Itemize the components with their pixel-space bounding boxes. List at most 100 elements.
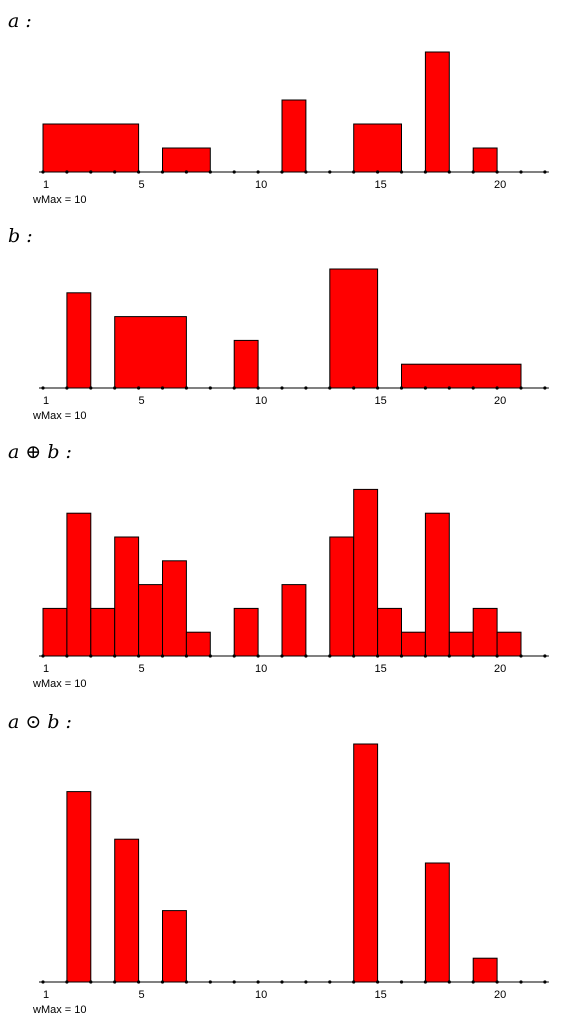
- x-axis-dot: [160, 980, 165, 984]
- x-axis-dot: [376, 170, 380, 174]
- x-tick-label: 15: [374, 989, 386, 1001]
- wmax-label: wMax = 10: [32, 194, 87, 206]
- x-axis-dot: [137, 654, 141, 658]
- bar-3: [162, 910, 187, 983]
- bar-1: [66, 292, 92, 389]
- x-axis-dot: [137, 980, 141, 984]
- x-axis-dot: [304, 386, 308, 390]
- x-axis-dot: [113, 980, 117, 984]
- bar-17: [496, 631, 522, 657]
- x-axis-dot: [447, 654, 451, 658]
- x-axis-dot: [376, 386, 380, 390]
- x-tick-label: 15: [374, 395, 386, 407]
- bar-16: [472, 607, 498, 657]
- bar-13: [401, 631, 426, 657]
- x-axis-dot: [328, 654, 332, 658]
- x-axis-dot: [471, 980, 475, 984]
- x-axis-dot: [113, 386, 117, 390]
- x-axis-dot: [232, 980, 236, 984]
- x-axis-dot: [399, 170, 404, 174]
- x-tick-label: 10: [255, 179, 267, 191]
- x-axis-dot: [376, 654, 380, 658]
- x-tick-label: 10: [255, 989, 267, 1001]
- x-tick-label: 15: [374, 663, 386, 675]
- x-axis-dot: [41, 980, 45, 984]
- x-tick-label: 1: [43, 989, 49, 1001]
- x-axis-dot: [208, 980, 212, 984]
- bar-14: [424, 512, 450, 657]
- x-axis-dot: [89, 980, 93, 984]
- x-axis-dot: [232, 654, 236, 658]
- x-axis-dot: [137, 170, 141, 174]
- x-axis-dot: [423, 980, 427, 984]
- x-axis-dot: [423, 170, 427, 174]
- bar-2: [162, 147, 211, 173]
- x-axis-dot: [160, 386, 165, 390]
- x-axis-dot: [543, 980, 547, 984]
- x-axis-dot: [256, 386, 260, 390]
- x-axis-dot: [208, 654, 212, 658]
- x-axis-dot: [208, 386, 212, 390]
- x-axis-dot: [89, 386, 93, 390]
- x-axis-dot: [160, 170, 165, 174]
- bar-6: [162, 560, 187, 657]
- panel-title: b :: [8, 225, 33, 247]
- bar-3: [90, 607, 116, 657]
- x-axis-dot: [184, 386, 188, 390]
- x-tick-label: 5: [139, 179, 145, 191]
- x-axis-dot: [399, 980, 404, 984]
- bar-3: [281, 99, 307, 173]
- x-axis-dot: [447, 386, 451, 390]
- bar-9: [281, 584, 307, 657]
- x-axis-dot: [256, 980, 260, 984]
- x-axis-dot: [352, 654, 356, 658]
- x-axis-dot: [89, 654, 93, 658]
- bar-4: [329, 268, 379, 389]
- bar-15: [448, 631, 474, 657]
- x-axis-dot: [352, 980, 356, 984]
- bar-1: [66, 791, 92, 983]
- x-axis-dot: [399, 386, 404, 390]
- x-axis-dot: [543, 386, 547, 390]
- x-axis-dot: [423, 654, 427, 658]
- bar-4: [114, 536, 140, 657]
- bar-5: [138, 584, 164, 657]
- bar-8: [233, 607, 259, 657]
- x-axis-dot: [280, 170, 284, 174]
- x-axis-dot: [447, 170, 451, 174]
- x-axis-dot: [280, 980, 284, 984]
- x-axis-dot: [113, 170, 117, 174]
- x-axis-dot: [447, 980, 451, 984]
- x-tick-label: 20: [494, 663, 506, 675]
- bar-3: [233, 339, 259, 389]
- x-axis-dot: [519, 386, 523, 390]
- bar-10: [329, 536, 355, 657]
- x-axis-dot: [304, 980, 308, 984]
- x-tick-label: 10: [255, 395, 267, 407]
- bar-6: [472, 147, 498, 173]
- x-axis-dot: [41, 386, 45, 390]
- x-axis-dot: [328, 980, 332, 984]
- bar-11: [353, 488, 379, 657]
- bar-2: [66, 512, 92, 657]
- x-axis-dot: [352, 170, 356, 174]
- x-axis-dot: [495, 654, 499, 658]
- x-axis-dot: [399, 654, 404, 658]
- x-axis-dot: [184, 170, 188, 174]
- x-axis-dot: [41, 170, 45, 174]
- x-axis-dot: [423, 386, 427, 390]
- x-axis-dot: [65, 654, 69, 658]
- x-axis-dot: [256, 654, 260, 658]
- x-axis-dot: [41, 654, 45, 658]
- x-tick-label: 5: [139, 989, 145, 1001]
- bar-4: [353, 743, 379, 983]
- x-tick-label: 1: [43, 179, 49, 191]
- wmax-label: wMax = 10: [32, 410, 87, 422]
- x-tick-label: 20: [494, 989, 506, 1001]
- x-axis-dot: [304, 654, 308, 658]
- panel-title: a :: [8, 10, 32, 32]
